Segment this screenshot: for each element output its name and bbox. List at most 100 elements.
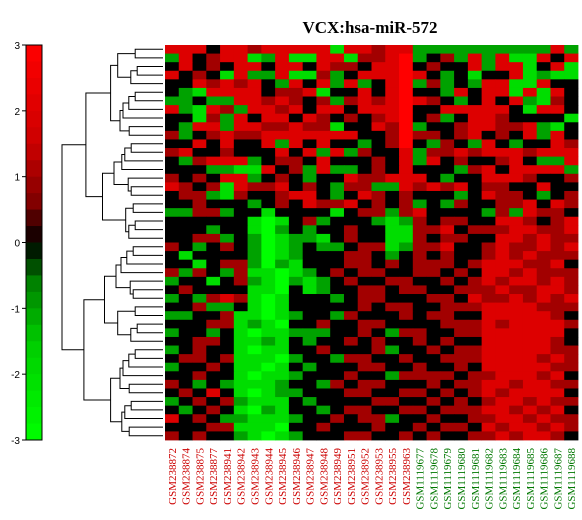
heatmap-cell <box>564 388 579 398</box>
colorbar-segment <box>26 357 42 375</box>
heatmap-cell <box>302 148 317 158</box>
heatmap-cell <box>481 208 496 218</box>
heatmap-cell <box>343 285 359 295</box>
heatmap-cell <box>412 199 427 209</box>
heatmap-cell <box>316 379 331 389</box>
heatmap-cell <box>206 354 221 364</box>
heatmap-cell <box>288 354 304 364</box>
heatmap-cell <box>261 259 276 269</box>
heatmap-cell <box>536 173 551 183</box>
heatmap-cell <box>343 319 359 329</box>
heatmap-cell <box>536 345 551 355</box>
heatmap-cell <box>206 345 221 355</box>
heatmap-cell <box>440 79 455 89</box>
heatmap-cell <box>385 328 400 338</box>
dendrogram-branch <box>83 299 111 401</box>
heatmap-cell <box>440 242 455 252</box>
heatmap-cell <box>357 388 372 398</box>
heatmap-cell <box>165 414 180 424</box>
heatmap-cell <box>385 259 400 269</box>
heatmap-cell <box>522 336 538 346</box>
heatmap-cell <box>302 311 317 321</box>
heatmap-cell <box>564 302 579 312</box>
heatmap-cell <box>233 397 248 407</box>
heatmap-cell <box>426 422 441 432</box>
heatmap-cell <box>178 422 193 432</box>
heatmap-cell <box>275 182 290 192</box>
heatmap-cell <box>399 130 414 140</box>
heatmap-cell <box>509 371 524 381</box>
dendrogram-branch <box>128 426 163 437</box>
heatmap-cell <box>192 62 207 72</box>
heatmap-cell <box>275 285 290 295</box>
heatmap-cell <box>343 294 359 304</box>
heatmap-cell <box>192 388 207 398</box>
heatmap-cell <box>247 362 262 372</box>
heatmap-cell <box>165 379 180 389</box>
heatmap-cell <box>178 268 193 278</box>
heatmap-cell <box>206 190 221 200</box>
heatmap-cell <box>467 156 483 166</box>
heatmap-cell <box>454 216 469 226</box>
heatmap-cell <box>247 268 262 278</box>
heatmap-cell <box>509 276 524 286</box>
heatmap-cell <box>302 182 317 192</box>
heatmap-cell <box>247 431 262 441</box>
heatmap-cell <box>440 422 455 432</box>
heatmap-cell <box>550 199 565 209</box>
heatmap-cell <box>178 233 193 243</box>
heatmap-cell <box>454 302 469 312</box>
sample-label: GSM238942 <box>236 448 248 505</box>
heatmap-cell <box>440 388 455 398</box>
heatmap-cell <box>206 242 221 252</box>
heatmap-cell <box>233 276 248 286</box>
heatmap-cell <box>509 199 524 209</box>
heatmap-cell <box>357 122 372 132</box>
heatmap-cell <box>220 70 235 80</box>
heatmap-cell <box>275 156 290 166</box>
heatmap-cell <box>343 62 359 72</box>
heatmap-cell <box>261 276 276 286</box>
heatmap-cell <box>481 371 496 381</box>
heatmap-cell <box>330 319 345 329</box>
sample-label: GSM238955 <box>387 448 399 505</box>
heatmap-cell <box>343 233 359 243</box>
heatmap-cell <box>412 268 427 278</box>
heatmap-cell <box>440 130 455 140</box>
heatmap-cell <box>316 302 331 312</box>
heatmap-cell <box>233 62 248 72</box>
heatmap-cell <box>371 276 386 286</box>
heatmap-cell <box>275 251 290 261</box>
heatmap-cell <box>454 362 469 372</box>
heatmap-cell <box>206 405 221 415</box>
heatmap-cell <box>247 199 262 209</box>
heatmap-cell <box>371 113 386 123</box>
heatmap-cell <box>522 199 538 209</box>
heatmap-cell <box>564 156 579 166</box>
heatmap-cell <box>192 319 207 329</box>
heatmap-cell <box>550 70 565 80</box>
heatmap-cell <box>412 130 427 140</box>
heatmap-cell <box>522 96 538 106</box>
heatmap-cell <box>509 70 524 80</box>
heatmap-cell <box>385 422 400 432</box>
heatmap-cell <box>178 259 193 269</box>
heatmap-cell <box>440 62 455 72</box>
heatmap-cell <box>247 345 262 355</box>
heatmap-cell <box>178 216 193 226</box>
heatmap-cell <box>467 285 483 295</box>
dendrogram-branch <box>134 306 163 316</box>
heatmap-cell <box>247 96 262 106</box>
heatmap-cell <box>426 268 441 278</box>
heatmap-cell <box>412 105 427 115</box>
heatmap-cell <box>454 79 469 89</box>
heatmap-cell <box>178 294 193 304</box>
heatmap-cell <box>275 122 290 132</box>
heatmap-cell <box>371 208 386 218</box>
heatmap-cell <box>220 242 235 252</box>
heatmap-cell <box>178 139 193 149</box>
heatmap-cell <box>495 276 510 286</box>
heatmap-cell <box>302 190 317 200</box>
heatmap-cell <box>316 156 331 166</box>
heatmap-cell <box>302 251 317 261</box>
